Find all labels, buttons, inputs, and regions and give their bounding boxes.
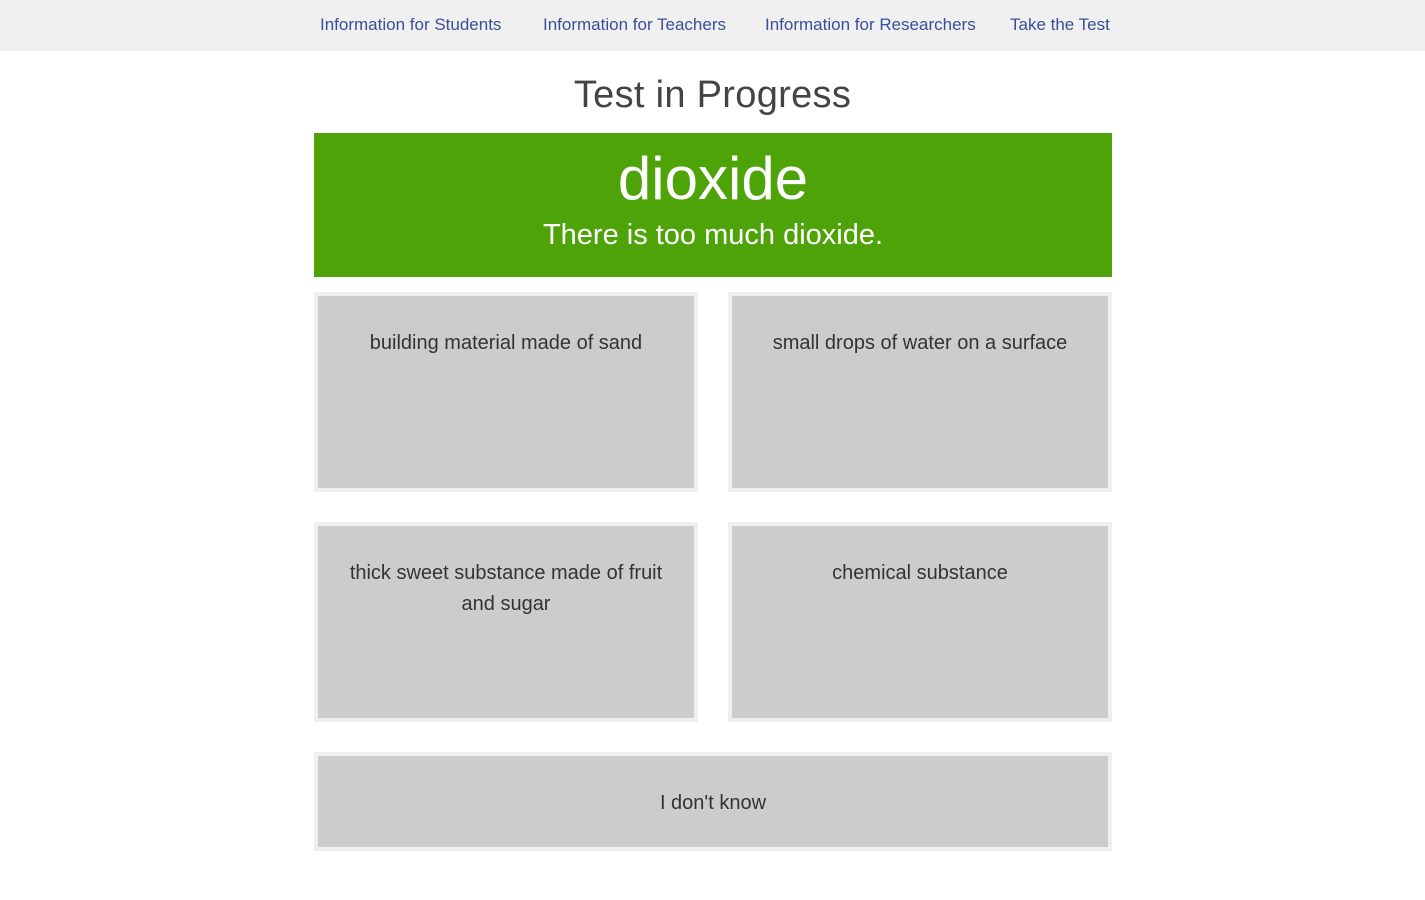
answer-choice-4[interactable]: chemical substance bbox=[728, 522, 1112, 722]
top-navigation: Information for Students Information for… bbox=[0, 0, 1425, 51]
nav-link-students[interactable]: Information for Students bbox=[320, 15, 502, 34]
question-example-sentence: There is too much dioxide. bbox=[542, 219, 884, 251]
answer-choice-2[interactable]: small drops of water on a surface bbox=[728, 292, 1112, 492]
dont-know-button[interactable]: I don't know bbox=[314, 752, 1112, 851]
answer-choice-label: building material made of sand bbox=[369, 332, 643, 354]
answer-choice-1[interactable]: building material made of sand bbox=[314, 292, 698, 492]
nav-link-researchers[interactable]: Information for Researchers bbox=[765, 15, 976, 34]
dont-know-label: I don't know bbox=[659, 792, 767, 814]
nav-link-take-test[interactable]: Take the Test bbox=[1010, 15, 1110, 34]
question-word-banner: dioxide There is too much dioxide. bbox=[314, 133, 1112, 277]
answer-choice-label: thick sweet substance made of fruit and … bbox=[349, 562, 663, 615]
question-word: dioxide bbox=[617, 145, 809, 212]
page-title: Test in Progress bbox=[573, 74, 852, 116]
nav-link-teachers[interactable]: Information for Teachers bbox=[543, 15, 726, 34]
answer-choice-3[interactable]: thick sweet substance made of fruit and … bbox=[314, 522, 698, 722]
answer-choice-label: chemical substance bbox=[832, 562, 1008, 584]
answer-choice-label: small drops of water on a surface bbox=[772, 332, 1068, 354]
